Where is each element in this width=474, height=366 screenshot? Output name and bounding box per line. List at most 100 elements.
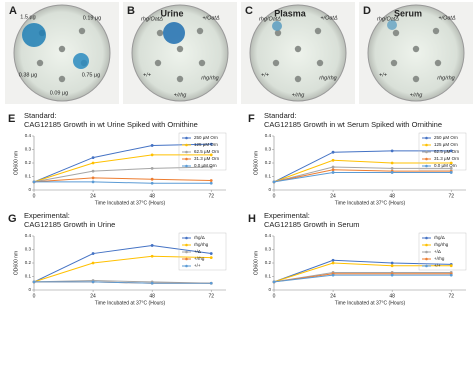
legend-label: rhg/Δ xyxy=(434,235,445,240)
series-line xyxy=(273,274,452,283)
x-tick-label: 0 xyxy=(273,193,276,199)
data-point xyxy=(449,171,453,174)
series-line xyxy=(33,143,212,183)
legend-marker xyxy=(185,243,188,247)
data-point xyxy=(209,142,213,146)
series-line xyxy=(33,177,212,183)
legend-box xyxy=(418,232,467,271)
y-tick-label: 0.3 xyxy=(265,247,272,252)
panel-letter: C xyxy=(245,5,253,17)
well xyxy=(392,29,400,37)
data-point xyxy=(209,281,213,285)
data-point xyxy=(331,171,335,174)
x-tick-label: 48 xyxy=(149,293,155,299)
series-line xyxy=(273,150,452,183)
series-line xyxy=(273,271,452,283)
data-point xyxy=(331,158,335,162)
y-tick-label: 0 xyxy=(268,287,271,292)
dish-label: +/rhg xyxy=(174,92,188,98)
y-tick-label: 0.1 xyxy=(265,274,272,279)
legend-label: 31.3 µM Orn xyxy=(434,156,460,161)
data-point xyxy=(91,280,95,284)
y-tick-label: 0.1 xyxy=(25,274,32,279)
data-point xyxy=(331,261,335,265)
y-axis-label: OD600 nm xyxy=(253,151,259,175)
legend-label: 125 µM Orn xyxy=(194,142,218,147)
legend-marker xyxy=(185,257,188,261)
legend-marker xyxy=(185,164,188,168)
data-point xyxy=(32,280,36,284)
legend-marker xyxy=(425,250,428,254)
legend-label: +/+ xyxy=(434,263,441,268)
data-point xyxy=(209,252,213,255)
data-point xyxy=(150,153,154,157)
data-point xyxy=(32,180,36,184)
petri-dish xyxy=(131,4,229,102)
x-tick-label: 24 xyxy=(330,193,336,199)
data-point xyxy=(91,252,95,255)
data-point xyxy=(150,244,154,247)
x-tick-label: 72 xyxy=(448,293,454,299)
legend-marker xyxy=(425,150,428,154)
legend-marker xyxy=(425,243,428,247)
well xyxy=(36,59,44,67)
x-axis-label: Time Incubated at 37°C (Hours) xyxy=(95,300,166,306)
legend-box xyxy=(178,132,227,171)
series-line xyxy=(273,166,452,183)
panel-letter: H xyxy=(248,213,256,225)
dish-label: 0.75 µg xyxy=(82,72,100,78)
legend-marker xyxy=(185,136,188,140)
series-line xyxy=(34,181,212,184)
panel-letter: D xyxy=(363,5,371,17)
data-point xyxy=(209,256,213,259)
legend-label: +/Δ xyxy=(194,249,201,254)
data-point xyxy=(91,161,95,165)
y-axis-label: OD600 nm xyxy=(13,151,19,175)
data-point xyxy=(209,179,213,182)
data-point xyxy=(272,180,276,184)
x-tick-label: 48 xyxy=(389,193,395,199)
data-point xyxy=(91,261,95,265)
data-point xyxy=(150,144,154,147)
panel-letter: B xyxy=(127,5,135,17)
data-point xyxy=(449,167,453,170)
well xyxy=(294,45,302,53)
dish-label: +/rhg xyxy=(410,92,424,98)
well xyxy=(156,29,164,37)
series-line xyxy=(273,273,452,283)
chart-title: CAG12185 Growth in wt Urine Spiked with … xyxy=(24,120,198,129)
data-point xyxy=(331,168,335,172)
dish-label: 0.38 µg xyxy=(19,72,37,78)
data-point xyxy=(390,149,394,153)
data-point xyxy=(331,273,335,277)
data-point xyxy=(331,150,335,154)
dish-label: rhg/OatΔ xyxy=(259,16,281,22)
chart-title: CAG12185 Growth in wt Serum Spiked with … xyxy=(264,120,442,129)
legend-marker xyxy=(185,157,188,161)
panel-letter: F xyxy=(248,113,255,125)
dish-label: rhg/rhg xyxy=(437,75,455,81)
legend-label: 62.5 µM Orn xyxy=(434,149,460,154)
data-point xyxy=(390,161,394,165)
y-tick-label: 0.3 xyxy=(25,247,32,252)
legend-marker xyxy=(185,250,188,254)
well xyxy=(274,29,282,37)
data-point xyxy=(209,181,213,185)
data-point xyxy=(150,177,154,181)
data-point xyxy=(331,165,335,169)
x-axis-label: Time Incubated at 37°C (Hours) xyxy=(335,300,406,306)
dish-label: +/OatΔ xyxy=(438,15,456,21)
x-tick-label: 24 xyxy=(90,193,96,199)
dish-label: +/+ xyxy=(143,72,152,78)
dish-label: +/OatΔ xyxy=(202,15,220,21)
legend-box xyxy=(178,232,227,271)
legend-label: rhg/rhg xyxy=(434,242,449,247)
well xyxy=(58,45,66,53)
series-line xyxy=(34,281,212,284)
well xyxy=(432,27,440,35)
x-tick-label: 72 xyxy=(208,193,214,199)
blue-spot xyxy=(163,22,185,44)
series-line xyxy=(33,255,212,283)
data-point xyxy=(150,181,154,185)
x-axis-label: Time Incubated at 37°C (Hours) xyxy=(335,200,406,206)
